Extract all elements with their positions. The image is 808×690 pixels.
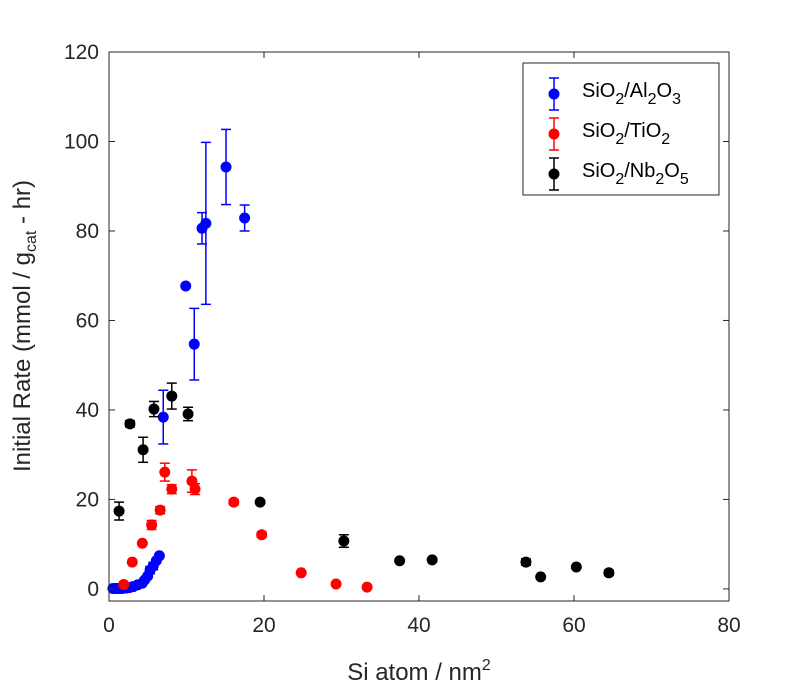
data-point — [124, 418, 136, 430]
data-point — [146, 519, 158, 531]
legend-label: SiO2/Al2O3 — [582, 80, 681, 108]
y-tick-label: 120 — [64, 41, 99, 64]
data-point — [182, 408, 194, 420]
data-marks — [107, 128, 615, 594]
data-point — [254, 496, 266, 508]
x-tick-label: 0 — [103, 614, 115, 637]
legend-marker — [548, 88, 560, 100]
data-point — [239, 212, 251, 224]
legend-entry: SiO2/TiO2 — [548, 117, 670, 151]
data-point — [136, 537, 148, 549]
data-point — [166, 483, 178, 495]
y-axis-ticks: 0 20 40 60 80 100 120 — [64, 41, 729, 601]
data-point — [330, 578, 342, 590]
data-point — [570, 561, 582, 573]
legend-marker — [548, 168, 560, 180]
data-point — [118, 578, 130, 590]
data-point — [189, 483, 201, 495]
data-point — [137, 444, 149, 456]
data-point — [180, 280, 192, 292]
data-point — [200, 217, 212, 229]
data-point — [159, 466, 171, 478]
legend-label: SiO2/TiO2 — [582, 120, 670, 148]
data-point — [535, 571, 547, 583]
data-point — [361, 581, 373, 593]
data-point — [188, 338, 200, 350]
y-tick-label: 60 — [76, 309, 99, 332]
data-point — [426, 554, 438, 566]
y-tick-label: 100 — [64, 130, 99, 153]
data-point — [394, 555, 406, 567]
data-point — [126, 556, 138, 568]
legend-label: SiO2/Nb2O5 — [582, 160, 689, 188]
data-point — [166, 390, 178, 402]
x-tick-label: 60 — [562, 614, 585, 637]
y-tick-label: 0 — [87, 578, 99, 601]
data-point — [603, 567, 615, 579]
x-tick-label: 20 — [252, 614, 275, 637]
data-point — [256, 529, 268, 541]
data-point — [157, 411, 169, 423]
x-axis-ticks: 0 20 40 60 80 — [103, 52, 741, 637]
series-sio2-tio2 — [118, 462, 373, 593]
data-point — [228, 496, 240, 508]
y-tick-label: 40 — [76, 399, 99, 422]
data-point — [338, 535, 350, 547]
data-point — [113, 505, 125, 517]
legend-entry: SiO2/Al2O3 — [548, 77, 681, 111]
x-axis-label: Si atom / nm2 — [347, 657, 491, 686]
x-axis-label-superscript: 2 — [482, 657, 491, 674]
y-tick-label: 80 — [76, 220, 99, 243]
x-tick-label: 80 — [717, 614, 740, 637]
data-point — [520, 556, 532, 568]
data-point — [154, 504, 166, 516]
y-axis-label-subscript: cat — [23, 230, 40, 252]
data-point — [295, 567, 307, 579]
x-tick-label: 40 — [407, 614, 430, 637]
data-point — [220, 161, 232, 173]
data-point — [148, 403, 160, 415]
y-tick-label: 20 — [76, 488, 99, 511]
y-axis-label: Initial Rate (mmol / gcat - hr) — [9, 180, 40, 472]
series-sio2-nb2o5 — [113, 382, 615, 583]
legend-entry: SiO2/Nb2O5 — [548, 157, 689, 191]
legend-marker — [548, 128, 560, 140]
data-point — [153, 550, 165, 562]
legend: SiO2/Al2O3 SiO2/TiO2 SiO2/Nb2O5 — [522, 62, 720, 196]
